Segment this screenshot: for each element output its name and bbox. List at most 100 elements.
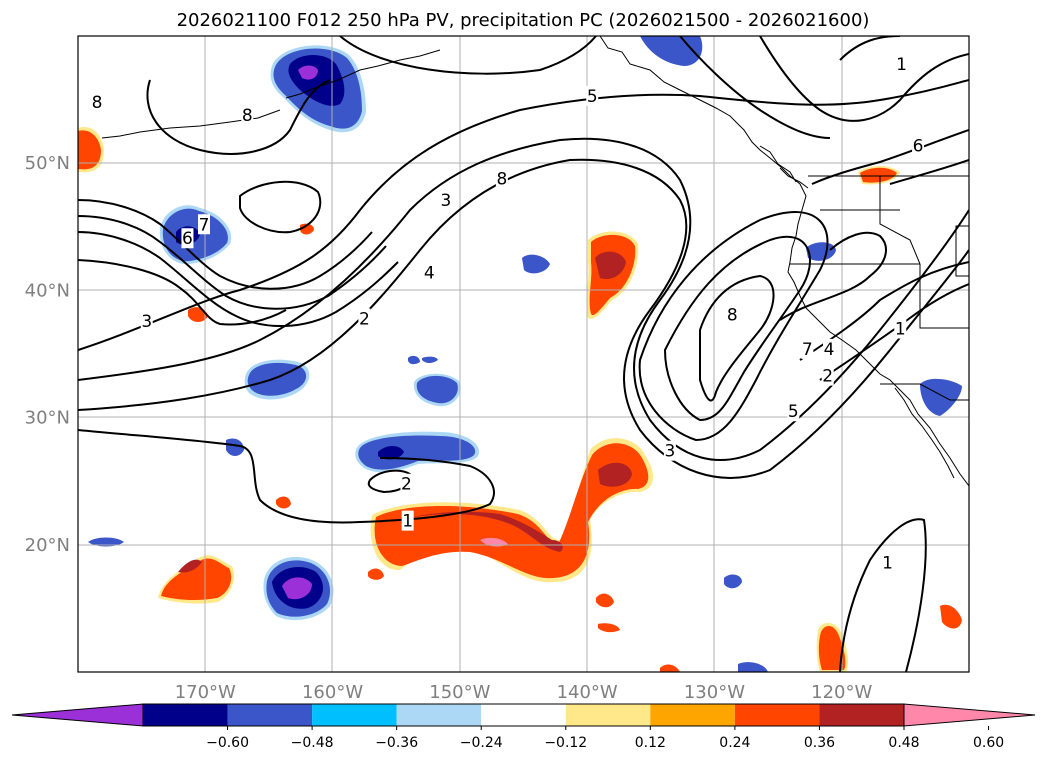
pv-contour	[78, 231, 399, 328]
precip-anomaly-positive	[480, 537, 508, 547]
precip-anomaly-negative	[408, 355, 420, 365]
precip-anomaly-negative	[416, 375, 458, 404]
precip-anomaly-negative	[88, 537, 124, 547]
colorbar-bin	[819, 704, 904, 726]
pv-contour	[889, 159, 969, 185]
state-border-nv	[919, 264, 969, 329]
pv-contour	[78, 215, 387, 310]
contour-label: 3	[141, 312, 152, 332]
lon-label: 120°W	[811, 682, 872, 703]
lon-label: 160°W	[302, 682, 363, 703]
precip-anomaly-positive	[595, 251, 626, 280]
figure-title: 2026021100 F012 250 hPa PV, precipitatio…	[177, 10, 870, 31]
coastlines	[101, 36, 969, 487]
colorbar-extend-min	[11, 703, 144, 727]
colorbar-tick-label: 0.36	[804, 735, 835, 751]
contour-label: 4	[824, 340, 835, 360]
precip-anomaly-negative	[920, 378, 962, 416]
pv-contour	[811, 129, 969, 185]
precip-anomaly-positive	[78, 130, 101, 170]
contour-label: 7	[199, 215, 210, 235]
colorbar-tick-label: 0.60	[973, 735, 1004, 751]
contour-label-bg	[198, 214, 211, 235]
contour-label: 8	[92, 93, 103, 113]
lat-label: 40°N	[25, 280, 70, 301]
precip-anomaly-negative	[422, 356, 438, 363]
contour-label-bg	[423, 262, 436, 283]
coastline-alaska	[599, 36, 969, 487]
graticule	[78, 36, 969, 672]
pv-contour	[78, 199, 373, 290]
precip-anomaly-positive	[660, 664, 680, 672]
colorbar-bin	[312, 704, 397, 726]
colorbar-outline	[142, 703, 905, 727]
lon-label: 140°W	[557, 682, 618, 703]
contour-label: 2	[359, 309, 370, 329]
precip-anomaly-negative	[522, 254, 550, 274]
contour-label: 6	[913, 136, 924, 156]
contour-label-bg	[91, 92, 104, 113]
contour-label: 1	[895, 320, 906, 340]
lat-label: 30°N	[25, 408, 70, 429]
precip-anomaly-negative	[724, 574, 742, 589]
contour-label-bg	[181, 228, 194, 249]
precip-anomaly-negative	[282, 577, 312, 600]
pv-contour	[699, 274, 775, 402]
precip-anomaly-positive	[940, 604, 962, 629]
colorbar	[11, 703, 1036, 727]
colorbar-bin	[481, 704, 566, 726]
precip-anomaly-negative	[358, 435, 476, 470]
precip-anomaly-positive	[276, 496, 291, 509]
precip-anomaly-positive	[410, 511, 563, 552]
contour-label: 5	[587, 87, 598, 107]
map-frame	[77, 35, 970, 673]
contour-label-bg	[241, 104, 254, 125]
pv-contour	[239, 180, 322, 234]
contour-label-bg	[881, 552, 894, 573]
lon-label: 130°W	[684, 682, 745, 703]
longitude-labels: 170°W 160°W 150°W 140°W 130°W 120°W	[175, 682, 873, 703]
contour-label-bg	[801, 338, 814, 359]
pv-contour	[339, 36, 597, 75]
contour-label-bg	[894, 318, 907, 339]
contour-label-bg	[358, 308, 371, 329]
colorbar-tick-label: −0.60	[206, 735, 249, 751]
contour-label: 1	[896, 55, 907, 75]
precip-anomaly-positive	[178, 559, 202, 573]
pv-contour	[638, 211, 829, 442]
lon-label: 150°W	[429, 682, 490, 703]
precip-anomaly-positive	[374, 443, 649, 579]
precip-anomaly-positive	[596, 593, 614, 608]
latitude-labels: 20°N 30°N 40°N 50°N	[25, 153, 70, 556]
lon-label: 170°W	[175, 682, 236, 703]
contour-label: 7	[802, 340, 813, 360]
contour-label-bg	[787, 401, 800, 422]
contour-label-bg	[586, 85, 599, 106]
pv-contour	[78, 158, 969, 479]
pv-contour	[663, 235, 811, 422]
contour-label: 2	[401, 475, 412, 495]
pv-contour	[819, 283, 969, 381]
contour-label-bg	[400, 473, 413, 494]
precip-anomaly-negative	[806, 242, 836, 261]
colorbar-tick-label: −0.48	[291, 735, 334, 751]
coastline-bc-islands	[759, 145, 809, 189]
precip-anomaly-negative	[298, 65, 318, 80]
colorbar-tick-label: −0.12	[544, 735, 587, 751]
precip-anomaly-positive	[860, 167, 897, 183]
colorbar-tick-label: 0.12	[635, 735, 666, 751]
contour-label-bg	[140, 310, 153, 331]
contour-label: 8	[496, 169, 507, 189]
colorbar-tick-label: 0.24	[719, 735, 750, 751]
state-border-id	[879, 176, 921, 265]
us-mexico-border	[880, 383, 969, 401]
contour-label: 3	[664, 442, 675, 462]
colorbar-bin	[650, 704, 735, 726]
pv-contour	[759, 36, 969, 122]
pv-contour	[679, 36, 831, 139]
pv-contour	[78, 429, 495, 524]
contour-label: 4	[424, 264, 435, 284]
colorbar-bin	[565, 704, 651, 726]
colorbar-tick-label: 0.48	[888, 735, 919, 751]
